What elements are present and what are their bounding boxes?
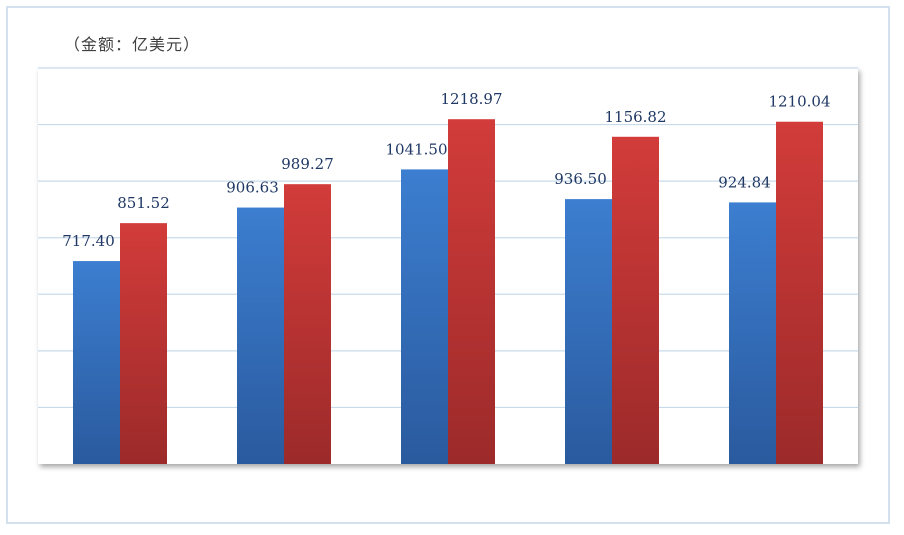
bar-series-2-5	[776, 121, 823, 465]
data-label-series-1-1: 717.40	[62, 232, 115, 250]
bar-series-1-5	[729, 202, 776, 464]
bar-series-2-4	[612, 136, 659, 464]
bar-series-2-2	[284, 184, 331, 464]
data-label-series-2-5: 1210.04	[768, 93, 830, 111]
bar-series-1-3	[401, 169, 448, 464]
bar-series-1-1	[73, 261, 120, 464]
bar-series-2-1	[120, 223, 167, 464]
unit-label: （金额：亿美元）	[64, 35, 201, 54]
data-label-series-2-4: 1156.82	[604, 108, 666, 126]
bar-series-1-4	[565, 199, 612, 464]
data-label-series-2-3: 1218.97	[440, 90, 502, 108]
data-label-series-1-2: 906.63	[226, 179, 279, 197]
data-label-series-1-5: 924.84	[718, 173, 771, 191]
data-label-series-2-1: 851.52	[117, 194, 170, 212]
data-label-series-1-3: 1041.50	[385, 140, 447, 158]
bar-series-1-2	[237, 207, 284, 464]
data-label-series-1-4: 936.50	[554, 170, 607, 188]
data-label-series-2-2: 989.27	[281, 155, 334, 173]
bar-series-2-3	[448, 119, 495, 464]
